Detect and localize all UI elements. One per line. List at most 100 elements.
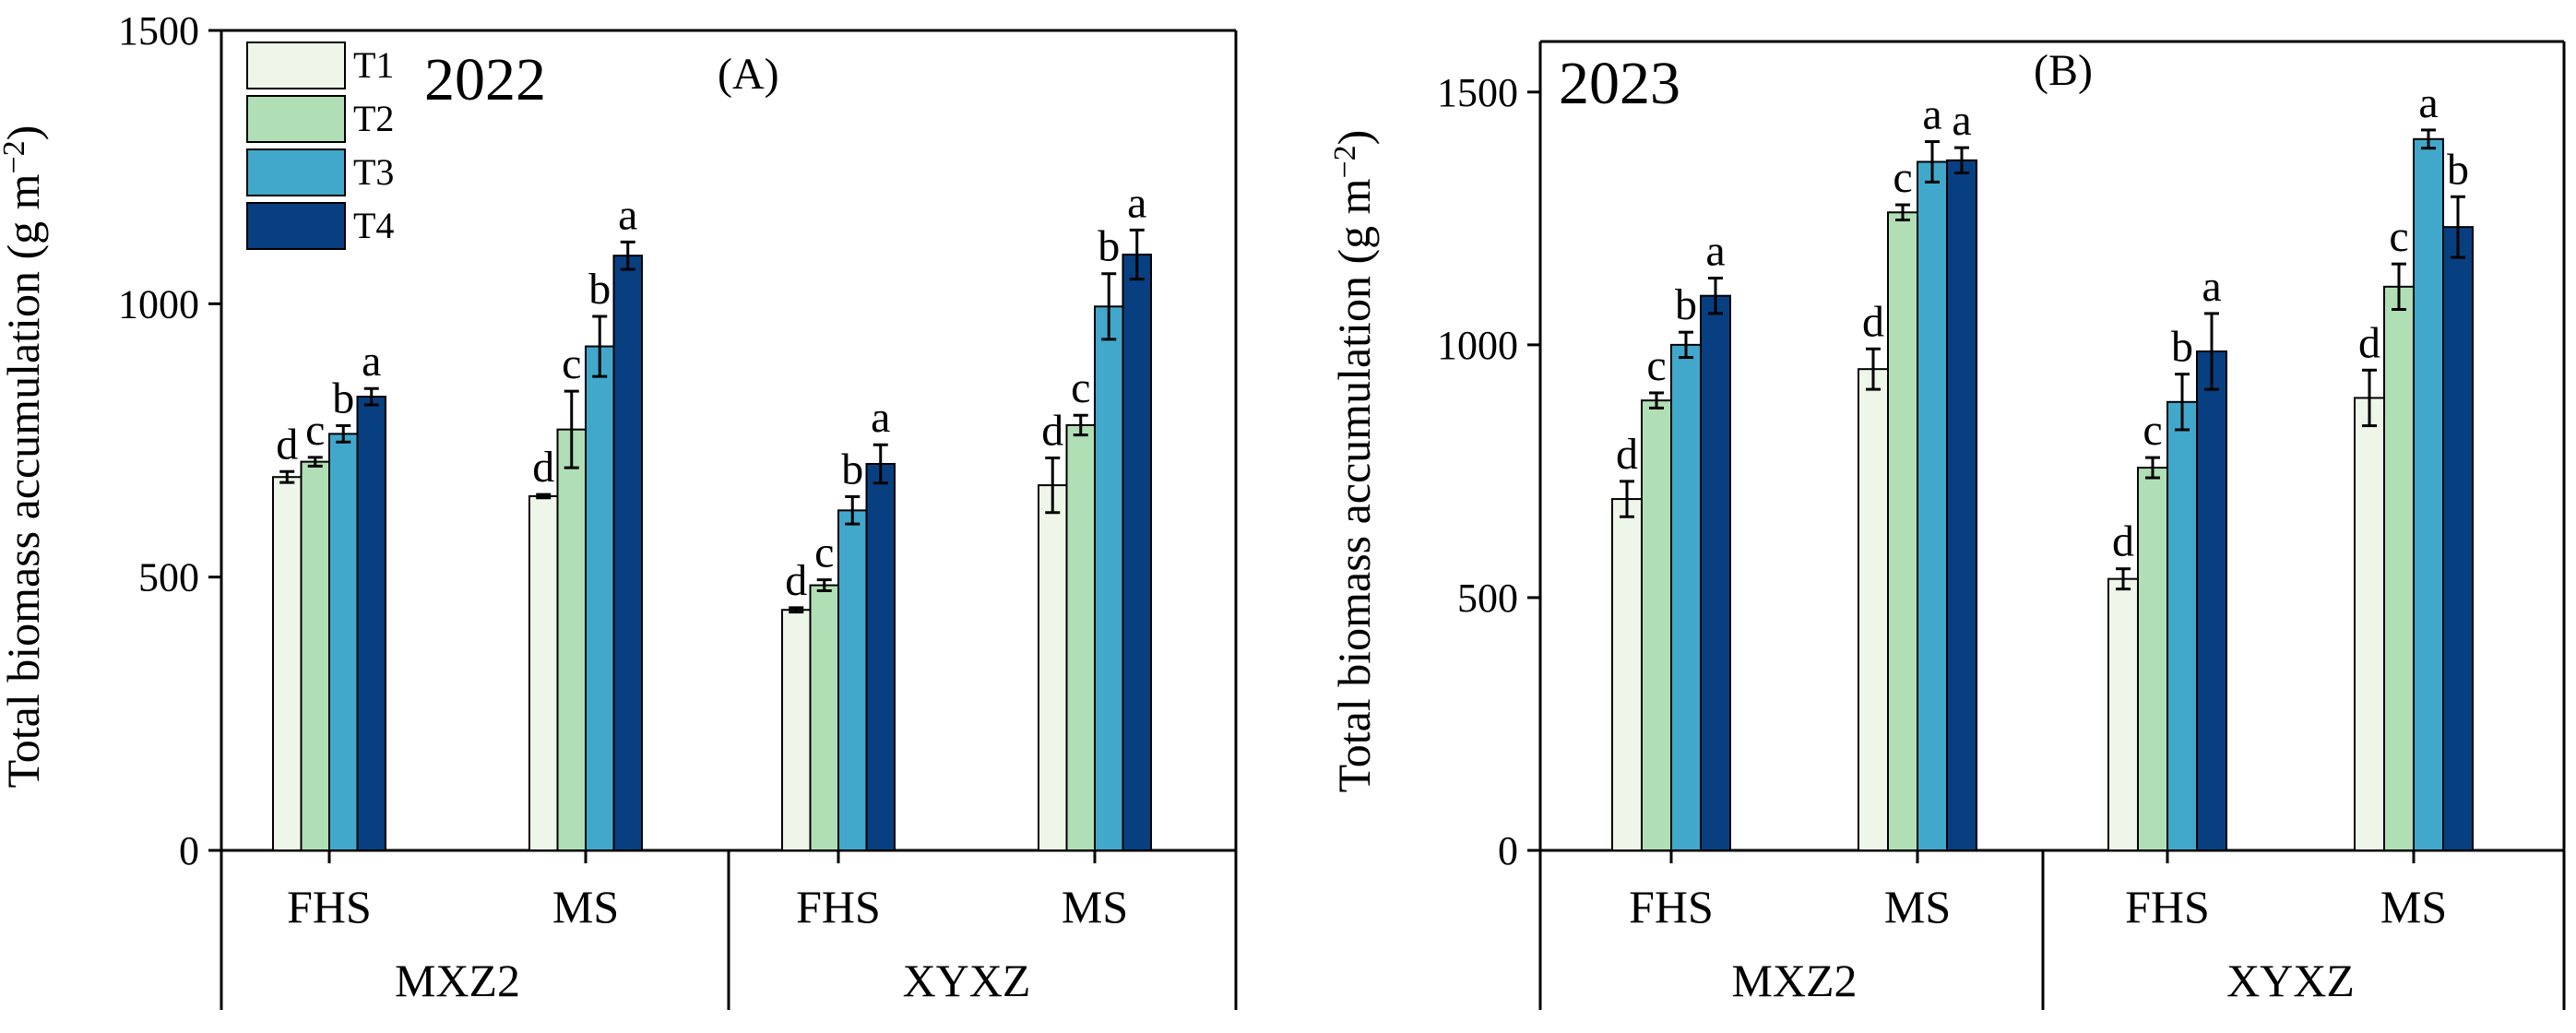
panel-a-bar-t1-mxz2-ms: [528, 494, 559, 852]
legend: T1 T2 T3 T4: [246, 42, 394, 250]
panel-a-bar-t3-mxz2-fhs: [328, 433, 359, 851]
panel-b-bar-t1-xyxz-fhs: [2107, 577, 2139, 851]
panel-a-cultivar-label-mxz2: MXZ2: [395, 955, 520, 1006]
panel-b-bar-t4-xyxz-ms: [2442, 226, 2474, 852]
panel-b-category-label-fhs: FHS: [2125, 881, 2210, 932]
panel-b-significance-letter: a: [1922, 90, 1941, 139]
panel-a-significance-letter: b: [841, 445, 863, 494]
panel-b-significance-letter: b: [2447, 145, 2469, 194]
panel-a-bar-t1-mxz2-fhs: [272, 476, 303, 851]
panel-b-bar-t4-mxz2-fhs: [1700, 294, 1731, 852]
panel-b-category-label-ms: MS: [2380, 881, 2447, 932]
panel-b-y-tick-label: 1500: [1437, 70, 1518, 115]
panel-b-category-label-fhs: FHS: [1629, 881, 1714, 932]
panel-a-significance-letter: c: [305, 406, 325, 455]
legend-label-t3: T3: [353, 151, 394, 193]
panel-a-bar-t1-xyxz-ms: [1038, 484, 1068, 852]
panel-a-category-label-fhs: FHS: [287, 881, 372, 932]
panel-a-bar-t4-xyxz-ms: [1122, 253, 1152, 851]
panel-a-panel-label: (A): [718, 50, 779, 99]
panel-b-bar-t1-xyxz-ms: [2354, 397, 2385, 851]
panel-b-bar-t1-mxz2-ms: [1858, 368, 1889, 851]
legend-swatch-t4: [246, 202, 346, 250]
panel-a-category-label-ms: MS: [552, 881, 619, 932]
panel-a-significance-letter: d: [1041, 406, 1063, 455]
panel-b-year-label: 2023: [1559, 50, 1680, 117]
panel-a-y-tick-label: 1500: [118, 8, 199, 53]
panel-a-y-tick-label: 0: [179, 828, 199, 873]
panel-b-y-tick-label: 500: [1457, 576, 1518, 621]
panel-a-significance-letter: c: [814, 528, 834, 577]
legend-label-t1: T1: [353, 44, 394, 86]
panel-b-cultivar-label-mxz2: MXZ2: [1731, 955, 1857, 1006]
panel-b-panel-label: (B): [2034, 46, 2093, 95]
panel-b-significance-letter: a: [2418, 78, 2438, 127]
panel-a-bar-t1-xyxz-fhs: [781, 609, 812, 852]
panel-a-bar-t2-xyxz-ms: [1065, 423, 1096, 851]
panel-a-significance-letter: b: [332, 374, 354, 422]
panel-b-y-tick-label: 1000: [1437, 323, 1518, 368]
panel-b-category-label-ms: MS: [1884, 881, 1951, 932]
panel-a-significance-letter: a: [871, 393, 890, 442]
panel-b-significance-letter: c: [1893, 153, 1912, 202]
panel-a-significance-letter: d: [785, 556, 807, 605]
panel-b-bar-t2-mxz2-ms: [1887, 211, 1918, 852]
panel-a-significance-letter: d: [532, 443, 554, 492]
panel-a-significance-letter: b: [1098, 222, 1120, 271]
panel-b-bar-t2-mxz2-fhs: [1641, 399, 1672, 851]
panel-b-significance-letter: d: [1616, 430, 1638, 479]
panel-b-bar-t3-mxz2-fhs: [1670, 343, 1702, 851]
panel-b-y-tick-label: 0: [1498, 828, 1518, 873]
panel-b-significance-letter: d: [2358, 318, 2380, 367]
panel-b-significance-letter: c: [2143, 406, 2162, 455]
panel-a-category-label-fhs: FHS: [796, 881, 881, 932]
panel-b-bar-t2-xyxz-ms: [2383, 285, 2415, 851]
panel-a-bar-t4-mxz2-fhs: [356, 396, 386, 851]
panel-a-category-label-ms: MS: [1062, 881, 1128, 932]
panel-b-bar-t4-xyxz-fhs: [2196, 350, 2227, 851]
panel-b-significance-letter: b: [2171, 323, 2193, 372]
panel-a-bar-t3-xyxz-ms: [1094, 305, 1124, 851]
legend-label-t4: T4: [353, 205, 394, 246]
panel-b-significance-letter: b: [1675, 280, 1697, 329]
legend-swatch-t3: [246, 148, 346, 196]
panel-a-significance-letter: a: [618, 190, 637, 239]
panel-a-significance-letter: c: [1071, 363, 1090, 412]
panel-a-y-tick-label: 1000: [118, 281, 199, 327]
panel-a-significance-letter: d: [276, 420, 298, 469]
panel-a-significance-letter: a: [362, 337, 381, 386]
panel-a-bar-t4-xyxz-fhs: [865, 462, 896, 851]
panel-b-bar-t4-mxz2-ms: [1946, 159, 1977, 851]
panel-b-significance-letter: a: [2202, 262, 2221, 311]
panel-a-year-label: 2022: [424, 46, 546, 113]
panel-b-bar-t3-xyxz-fhs: [2166, 400, 2198, 851]
panel-a-bar-t2-xyxz-fhs: [809, 584, 839, 851]
panel-b-cultivar-label-xyxz: XYXZ: [2226, 955, 2355, 1006]
panel-b-bar-t1-mxz2-fhs: [1611, 498, 1643, 851]
panel-a-bar-t3-mxz2-ms: [585, 345, 615, 851]
panel-a-y-tick-label: 500: [138, 555, 199, 600]
panel-b-significance-letter: a: [1952, 96, 1971, 145]
panel-a-significance-letter: b: [588, 265, 611, 314]
panel-a-y-axis-title: Total biomass accumulation (g m−2): [0, 125, 49, 789]
panel-a-bar-t2-mxz2-ms: [556, 428, 587, 851]
panel-b: Total biomass accumulation (g m−2) 2023 …: [1328, 40, 2566, 1010]
panel-b-significance-letter: d: [2112, 517, 2134, 566]
panel-b-bar-t3-mxz2-ms: [1917, 160, 1948, 852]
legend-label-t2: T2: [353, 98, 394, 139]
panel-b-significance-letter: c: [2389, 212, 2408, 261]
panel-a-cultivar-label-xyxz: XYXZ: [903, 955, 1031, 1006]
panel-a-bar-t2-mxz2-fhs: [300, 460, 330, 851]
legend-swatch-t2: [246, 95, 346, 143]
panel-a-bar-t4-mxz2-ms: [612, 255, 643, 852]
legend-swatch-t1: [246, 42, 346, 89]
panel-b-bar-t2-xyxz-fhs: [2137, 467, 2168, 851]
panel-a-significance-letter: a: [1127, 178, 1146, 227]
panel-a-significance-letter: c: [562, 339, 581, 388]
panel-a: Total biomass accumulation (g m−2) 2022 …: [0, 8, 1238, 1010]
panel-b-y-axis-title: Total biomass accumulation (g m−2): [1328, 130, 1380, 793]
